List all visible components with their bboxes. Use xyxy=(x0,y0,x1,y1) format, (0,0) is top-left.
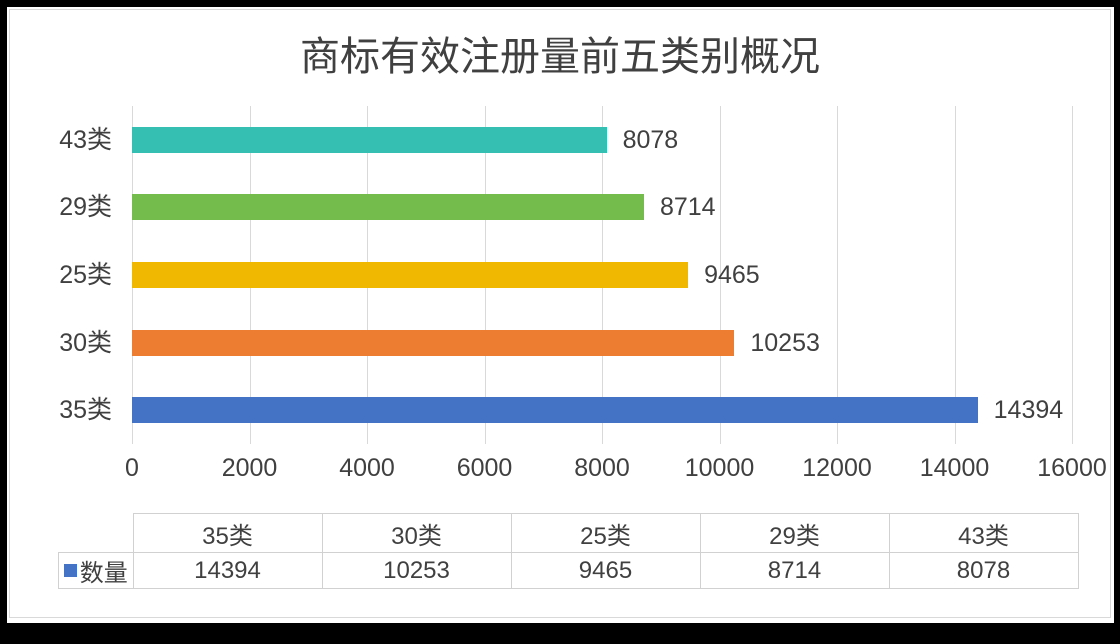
gridline xyxy=(954,106,956,444)
bar xyxy=(132,397,978,424)
x-axis-tick-label: 16000 xyxy=(1037,454,1107,482)
gridline xyxy=(837,106,838,444)
x-axis-tick-label: 10000 xyxy=(684,454,755,482)
data-label: 8078 xyxy=(622,125,679,154)
plot-area xyxy=(132,106,1073,444)
data-label: 8714 xyxy=(659,193,716,222)
x-axis-tick-label: 6000 xyxy=(456,454,513,482)
bar xyxy=(132,329,735,356)
bar xyxy=(132,262,689,288)
x-axis-tick-label: 0 xyxy=(125,454,139,482)
series-name-label: 数量 xyxy=(79,560,128,587)
table-column-header: 29类 xyxy=(699,513,890,553)
x-axis-tick-label: 2000 xyxy=(221,454,278,482)
table-value-cell: 9465 xyxy=(510,552,701,589)
table-column-header: 35类 xyxy=(132,513,323,553)
category-label: 25类 xyxy=(59,261,112,289)
data-label: 10253 xyxy=(750,328,820,357)
x-axis-tick-label: 8000 xyxy=(574,454,630,482)
gridline xyxy=(719,106,721,444)
table-value-cell: 8714 xyxy=(699,552,890,589)
data-table: 35类 30类 25类 29类 43类 数量 14394 10253 9465 8714 8078 xyxy=(58,513,1079,589)
page-background: 商标有效注册量前五类别概况 35类 30类 25类 29类 43类 数量 14394 1025… xyxy=(7,7,1114,623)
table-value-cell: 8078 xyxy=(888,552,1079,589)
chart-container: 商标有效注册量前五类别概况 35类 30类 25类 29类 43类 数量 14394 1025… xyxy=(9,9,1111,618)
data-label: 9465 xyxy=(704,261,760,289)
category-label: 29类 xyxy=(59,193,112,222)
table-column-header: 25类 xyxy=(510,513,701,553)
chart-title: 商标有效注册量前五类别概况 xyxy=(300,35,820,79)
table-corner-blank xyxy=(59,514,134,553)
category-label: 35类 xyxy=(59,396,112,425)
bar xyxy=(132,126,607,153)
gridline xyxy=(1072,106,1073,444)
table-value-cell: 14394 xyxy=(132,552,323,589)
table-value-cell: 10253 xyxy=(321,552,512,589)
bar xyxy=(132,194,644,221)
table-column-header: 30类 xyxy=(321,513,512,553)
x-axis-tick-label: 12000 xyxy=(802,454,872,482)
data-label: 14394 xyxy=(993,396,1064,425)
x-axis-tick-label: 4000 xyxy=(339,454,395,482)
table-legend-cell: 数量 xyxy=(58,552,134,589)
x-axis-tick-label: 14000 xyxy=(919,454,990,482)
category-label: 30类 xyxy=(59,328,112,357)
table-row: 数量 14394 10253 9465 8714 8078 xyxy=(58,552,1079,589)
table-column-header: 43类 xyxy=(888,513,1079,553)
legend-marker-icon xyxy=(63,564,77,577)
category-label: 43类 xyxy=(59,125,112,154)
